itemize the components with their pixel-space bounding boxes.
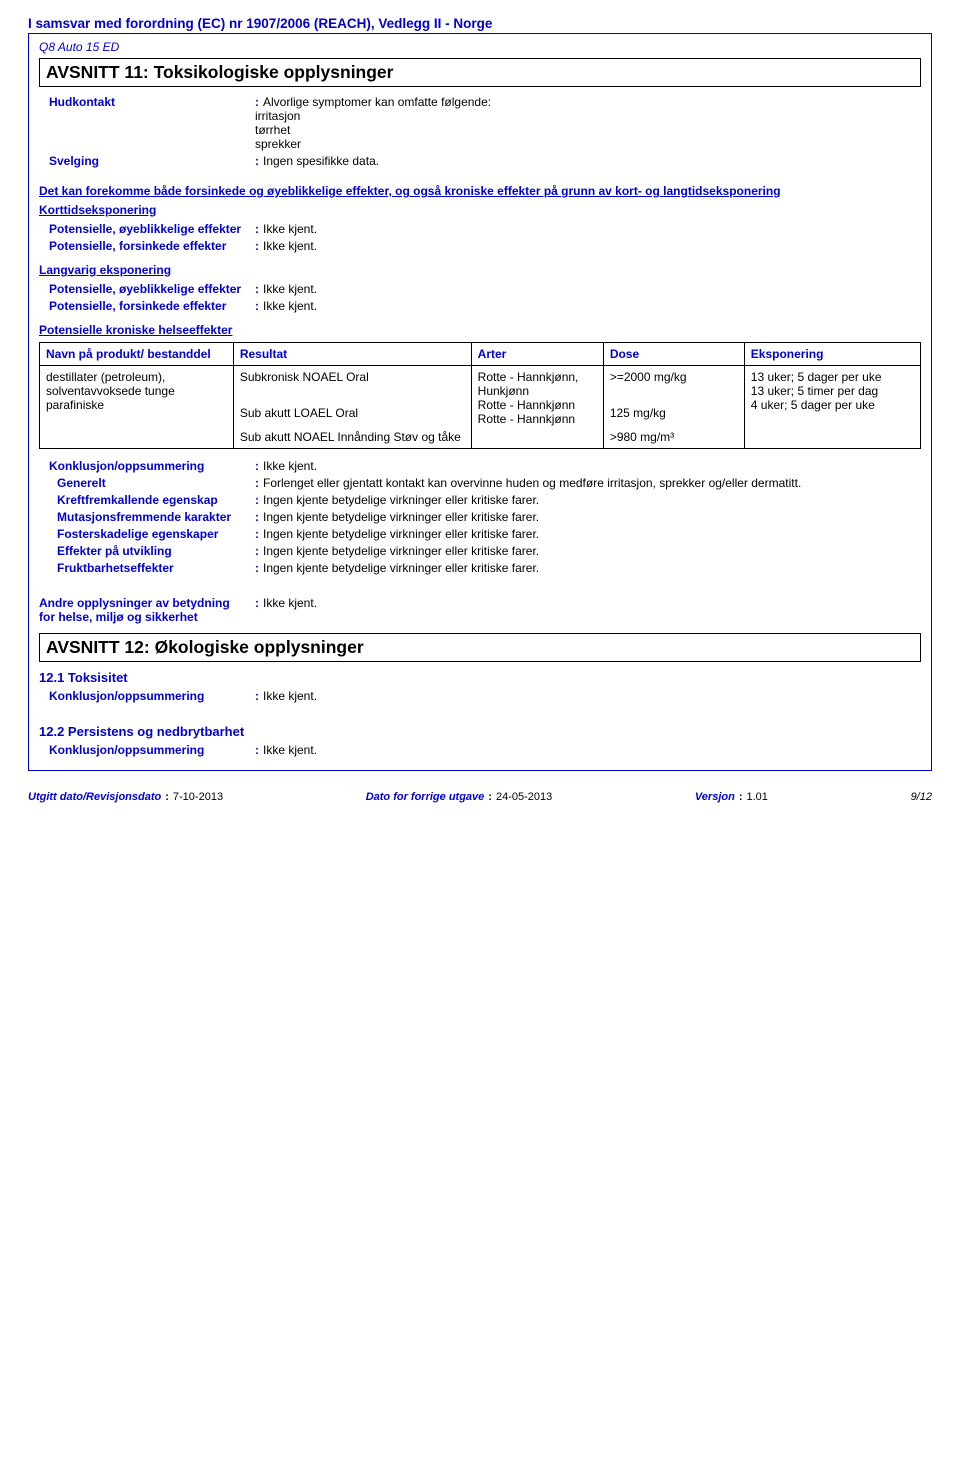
development-row: Effekter på utvikling :Ingen kjente bety… xyxy=(39,544,921,558)
version-value: 1.01 xyxy=(747,791,768,803)
mutagen-value: :Ingen kjente betydelige virkninger elle… xyxy=(255,510,921,524)
s12-conclusion-value: :Ikke kjent. xyxy=(255,689,921,703)
general-row: Generelt :Forlenget eller gjentatt konta… xyxy=(39,476,921,490)
reprotox-label: Fosterskadelige egenskaper xyxy=(39,527,255,541)
long-immediate-label: Potensielle, øyeblikkelige effekter xyxy=(39,282,255,296)
cell-name: destillater (petroleum), solventavvoksed… xyxy=(40,366,234,449)
other-info-label: Andre opplysninger av betydning for hels… xyxy=(39,596,255,624)
development-label: Effekter på utvikling xyxy=(39,544,255,558)
general-label: Generelt xyxy=(39,476,255,490)
product-code: Q8 Auto 15 ED xyxy=(39,40,921,54)
s12-conclusion-row: Konklusjon/oppsummering :Ikke kjent. xyxy=(39,689,921,703)
page-footer: Utgitt dato/Revisjonsdato : 7-10-2013 Da… xyxy=(0,791,960,803)
main-content-box: Q8 Auto 15 ED AVSNITT 11: Toksikologiske… xyxy=(28,33,932,771)
short-delayed-label: Potensielle, forsinkede effekter xyxy=(39,239,255,253)
conclusion-label: Konklusjon/oppsummering xyxy=(39,459,255,473)
short-immediate-row: Potensielle, øyeblikkelige effekter :Ikk… xyxy=(39,222,921,236)
short-delayed-row: Potensielle, forsinkede effekter :Ikke k… xyxy=(39,239,921,253)
fertility-value: :Ingen kjente betydelige virkninger elle… xyxy=(255,561,921,575)
table-row: destillater (petroleum), solventavvoksed… xyxy=(40,366,921,449)
mutagen-label: Mutasjonsfremmende karakter xyxy=(39,510,255,524)
col-exposure: Eksponering xyxy=(744,343,920,366)
conclusion-value: :Ikke kjent. xyxy=(255,459,921,473)
short-delayed-value: :Ikke kjent. xyxy=(255,239,921,253)
long-immediate-value: :Ikke kjent. xyxy=(255,282,921,296)
prev-date: 24-05-2013 xyxy=(496,791,552,803)
short-immediate-value: :Ikke kjent. xyxy=(255,222,921,236)
combined-effects-heading: Det kan forekomme både forsinkede og øye… xyxy=(39,184,921,198)
carcinogen-label: Kreftfremkallende egenskap xyxy=(39,493,255,507)
chronic-effects-table: Navn på produkt/ bestanddel Resultat Art… xyxy=(39,342,921,449)
long-immediate-row: Potensielle, øyeblikkelige effekter :Ikk… xyxy=(39,282,921,296)
shortterm-heading: Korttidseksponering xyxy=(39,203,921,217)
long-delayed-row: Potensielle, forsinkede effekter :Ikke k… xyxy=(39,299,921,313)
s12-persist-conclusion-value: :Ikke kjent. xyxy=(255,743,921,757)
section-12-title-box: AVSNITT 12: Økologiske opplysninger xyxy=(39,633,921,662)
skin-contact-value: :Alvorlige symptomer kan omfatte følgend… xyxy=(255,95,921,151)
col-dose: Dose xyxy=(603,343,744,366)
cell-species: Rotte - Hannkjønn, Hunkjønn Rotte - Hann… xyxy=(471,366,603,449)
cell-dose: >=2000 mg/kg 125 mg/kg >980 mg/m³ xyxy=(603,366,744,449)
section-11-title: AVSNITT 11: Toksikologiske opplysninger xyxy=(46,62,914,83)
section-11-title-box: AVSNITT 11: Toksikologiske opplysninger xyxy=(39,58,921,87)
conclusion-row: Konklusjon/oppsummering :Ikke kjent. xyxy=(39,459,921,473)
table-header-row: Navn på produkt/ bestanddel Resultat Art… xyxy=(40,343,921,366)
prev-label: Dato for forrige utgave xyxy=(366,791,485,803)
mutagen-row: Mutasjonsfremmende karakter :Ingen kjent… xyxy=(39,510,921,524)
col-result: Resultat xyxy=(233,343,471,366)
longterm-heading: Langvarig eksponering xyxy=(39,263,921,277)
fertility-row: Fruktbarhetseffekter :Ingen kjente betyd… xyxy=(39,561,921,575)
cell-exposure: 13 uker; 5 dager per uke 13 uker; 5 time… xyxy=(744,366,920,449)
section-12-title: AVSNITT 12: Økologiske opplysninger xyxy=(46,637,914,658)
chronic-heading: Potensielle kroniske helseeffekter xyxy=(39,323,921,337)
persistence-heading: 12.2 Persistens og nedbrytbarhet xyxy=(39,724,921,739)
short-immediate-label: Potensielle, øyeblikkelige effekter xyxy=(39,222,255,236)
reprotox-value: :Ingen kjente betydelige virkninger elle… xyxy=(255,527,921,541)
page-number: 9/12 xyxy=(911,791,932,803)
carcinogen-row: Kreftfremkallende egenskap :Ingen kjente… xyxy=(39,493,921,507)
long-delayed-label: Potensielle, forsinkede effekter xyxy=(39,299,255,313)
issued-date: 7-10-2013 xyxy=(173,791,223,803)
carcinogen-value: :Ingen kjente betydelige virkninger elle… xyxy=(255,493,921,507)
fertility-label: Fruktbarhetseffekter xyxy=(39,561,255,575)
version-label: Versjon xyxy=(695,791,735,803)
col-name: Navn på produkt/ bestanddel xyxy=(40,343,234,366)
swallowing-label: Svelging xyxy=(39,154,255,168)
reprotox-row: Fosterskadelige egenskaper :Ingen kjente… xyxy=(39,527,921,541)
other-info-row: Andre opplysninger av betydning for hels… xyxy=(39,596,921,624)
issued-label: Utgitt dato/Revisjonsdato xyxy=(28,791,161,803)
skin-contact-label: Hudkontakt xyxy=(39,95,255,151)
regulation-header: I samsvar med forordning (EC) nr 1907/20… xyxy=(28,16,932,31)
s12-conclusion-label: Konklusjon/oppsummering xyxy=(39,689,255,703)
swallowing-value: :Ingen spesifikke data. xyxy=(255,154,921,168)
s12-persist-conclusion-label: Konklusjon/oppsummering xyxy=(39,743,255,757)
s12-persist-conclusion-row: Konklusjon/oppsummering :Ikke kjent. xyxy=(39,743,921,757)
development-value: :Ingen kjente betydelige virkninger elle… xyxy=(255,544,921,558)
other-info-value: :Ikke kjent. xyxy=(255,596,921,624)
cell-result: Subkronisk NOAEL Oral Sub akutt LOAEL Or… xyxy=(233,366,471,449)
toxicity-heading: 12.1 Toksisitet xyxy=(39,670,921,685)
long-delayed-value: :Ikke kjent. xyxy=(255,299,921,313)
col-species: Arter xyxy=(471,343,603,366)
general-value: :Forlenget eller gjentatt kontakt kan ov… xyxy=(255,476,921,490)
skin-contact-row: Hudkontakt :Alvorlige symptomer kan omfa… xyxy=(39,95,921,151)
swallowing-row: Svelging :Ingen spesifikke data. xyxy=(39,154,921,168)
